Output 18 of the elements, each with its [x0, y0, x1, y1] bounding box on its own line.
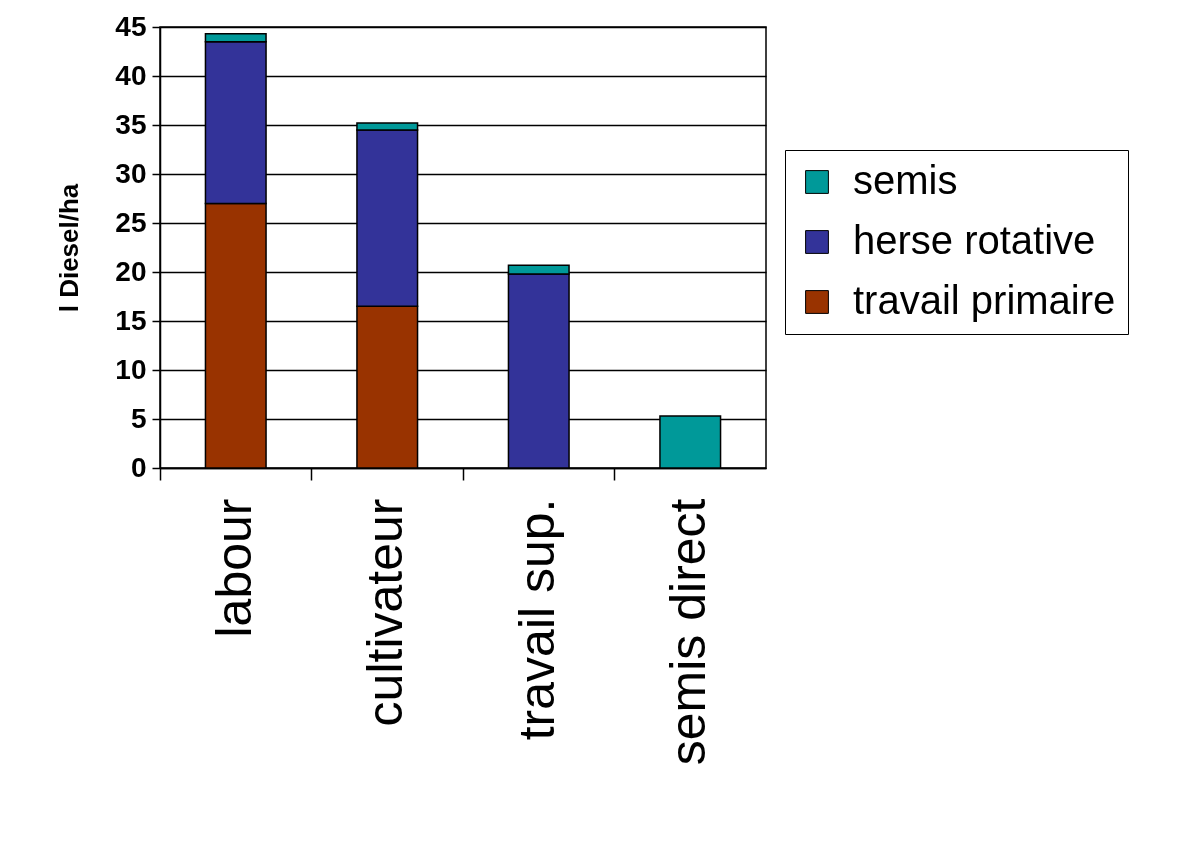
x-tick-label: travail sup. [508, 498, 565, 741]
y-tick-label: 35 [115, 108, 147, 140]
legend-label: travail primaire [853, 278, 1116, 322]
y-tick-label: 45 [115, 10, 147, 42]
y-tick-label: 20 [115, 255, 147, 287]
y-tick-label: 25 [115, 206, 147, 238]
x-tick-label: semis direct [660, 498, 717, 766]
legend-label: herse rotative [853, 218, 1096, 262]
y-tick-label: 5 [130, 402, 147, 434]
legend-label: semis [853, 158, 958, 202]
y-tick-label: 15 [115, 304, 147, 336]
y-axis-title: l Diesel/ha [54, 183, 85, 313]
x-tick-label: labour [205, 498, 262, 638]
y-tick-label: 40 [115, 59, 147, 91]
y-tick-label: 0 [130, 451, 147, 483]
y-tick-label: 30 [115, 157, 147, 189]
x-tick-label: cultivateur [357, 498, 414, 727]
y-tick-label: 10 [115, 353, 147, 385]
